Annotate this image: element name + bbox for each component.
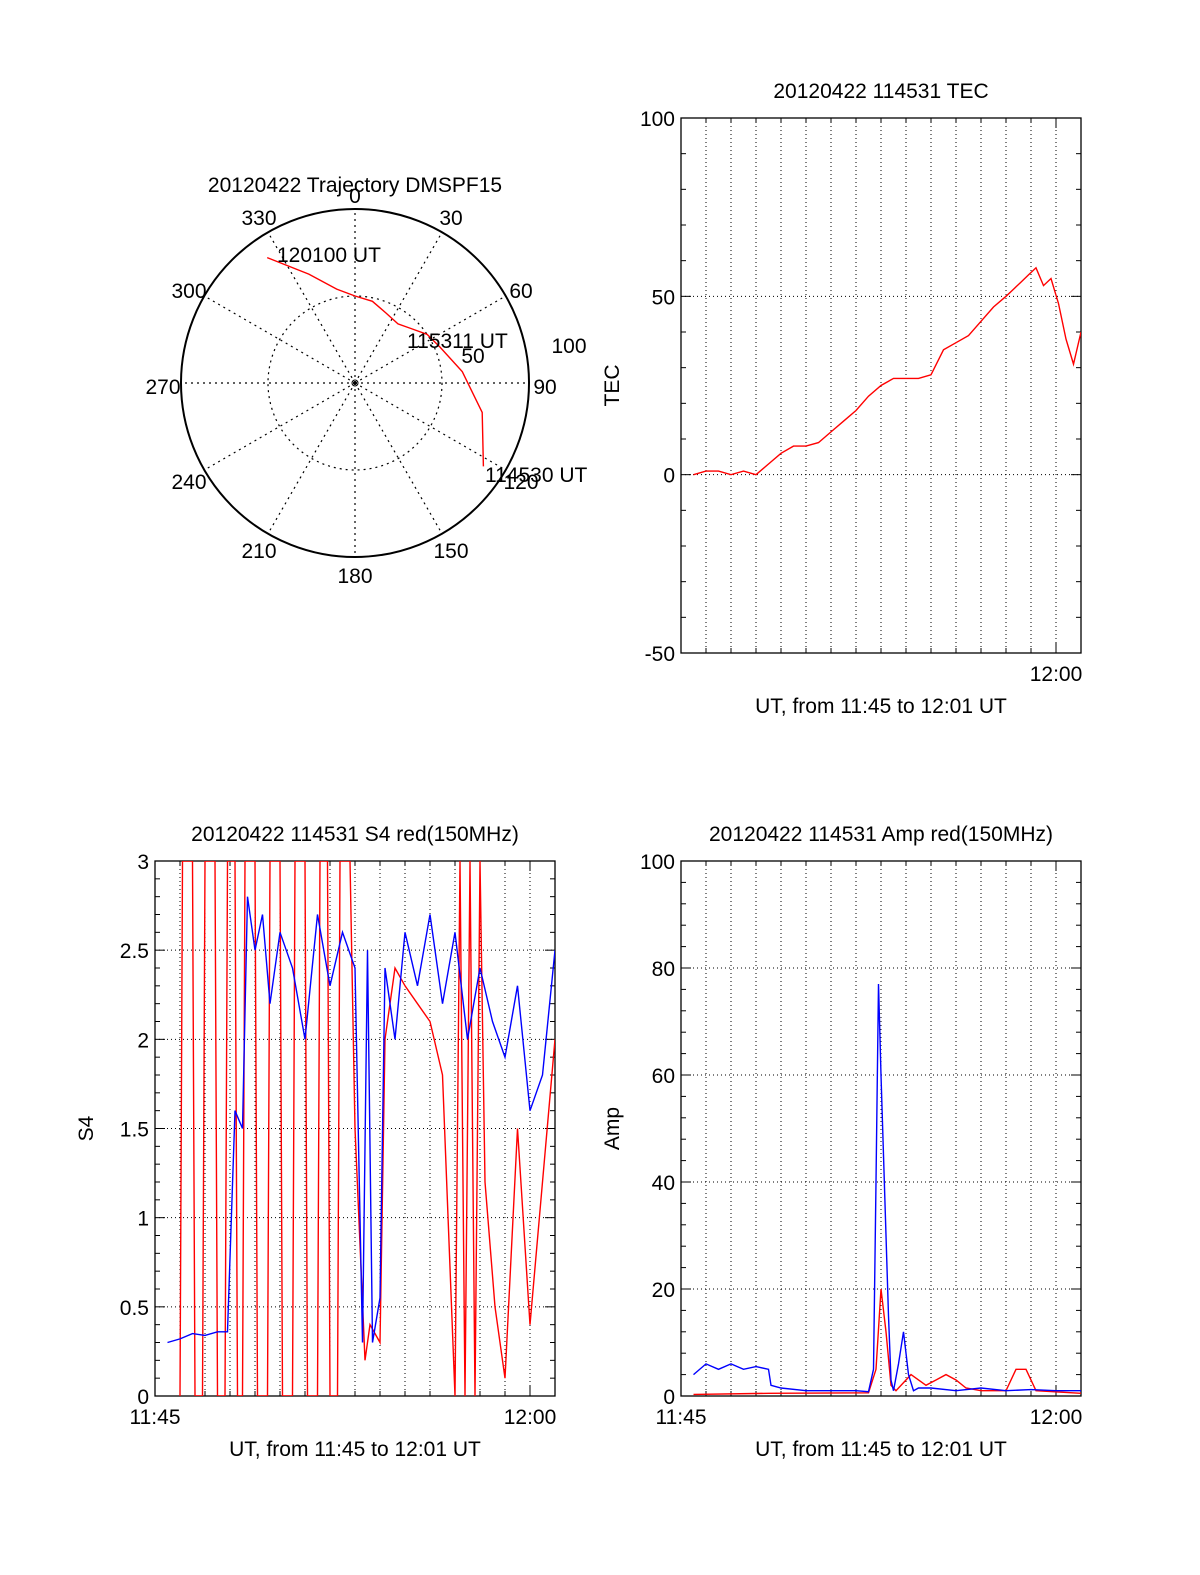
trajectory-angle-label: 30	[439, 207, 462, 230]
trajectory-spoke	[354, 295, 506, 384]
amp-ytick-label: 0	[663, 1386, 675, 1409]
amp-xtick-label: 11:45	[656, 1406, 707, 1429]
trajectory-angle-label: 270	[145, 376, 180, 399]
amp-ytick-label: 40	[652, 1172, 675, 1195]
trajectory-angle-label: 210	[241, 540, 276, 563]
s4-series-blue-line	[167, 896, 555, 1344]
tec-ylabel: TEC	[601, 365, 624, 407]
trajectory-spoke	[354, 382, 506, 471]
tec-xlabel: UT, from 11:45 to 12:01 UT	[755, 695, 1007, 718]
s4-xtick-label: 12:00	[504, 1406, 557, 1429]
s4-ytick-label: 3	[137, 851, 149, 874]
trajectory-spoke	[354, 232, 443, 384]
trajectory-ring-outer	[180, 208, 530, 558]
trajectory-angle-label: 180	[337, 565, 372, 588]
trajectory-radial-label: 50	[461, 345, 484, 368]
trajectory-angle-label: 90	[533, 376, 556, 399]
trajectory-angle-label: 300	[171, 280, 206, 303]
trajectory-track-label: 120100 UT	[277, 244, 381, 267]
amp-ytick-label: 60	[652, 1065, 675, 1088]
tec-series-red-line	[693, 266, 1081, 476]
amp-series-red-line	[693, 1288, 1081, 1396]
s4-xtick-label: 11:45	[130, 1406, 181, 1429]
trajectory-angle-label: 120	[503, 471, 538, 494]
trajectory-spoke	[354, 382, 443, 534]
trajectory-angle-label: 150	[433, 540, 468, 563]
trajectory-spoke	[204, 295, 356, 384]
tec-chart: -50 0 50 100 12:00 20120422 114531 TEC UT, fro…	[601, 80, 1082, 718]
trajectory-center	[351, 379, 359, 387]
amp-ytick-label: 80	[652, 958, 675, 981]
tec-ytick-label: 0	[663, 465, 675, 488]
s4-ytick-label: 2.5	[120, 940, 149, 963]
trajectory-title: 20120422 Trajectory DMSPF15	[208, 174, 502, 197]
amp-xtick-label: 12:00	[1030, 1406, 1083, 1429]
trajectory-spoke	[267, 382, 356, 534]
trajectory-track-label: 115311 UT	[407, 330, 508, 353]
amp-title: 20120422 114531 Amp red(150MHz)	[709, 823, 1053, 846]
tec-title: 20120422 114531 TEC	[773, 80, 988, 103]
s4-ytick-label: 0	[137, 1386, 149, 1409]
s4-ytick-label: 0.5	[120, 1297, 149, 1320]
s4-ytick-label: 2	[137, 1029, 149, 1052]
s4-chart: 0 0.5 1 1.5 2 2.5 3 11:45 12:00 20120422 114531 S…	[75, 823, 556, 1461]
tec-ytick-label: -50	[645, 643, 675, 666]
trajectory-angle-label: 240	[171, 471, 206, 494]
trajectory-spoke	[204, 382, 356, 471]
trajectory-radial-label: 100	[551, 335, 586, 358]
trajectory-angle-label: 60	[509, 280, 532, 303]
tec-xtick-label: 12:00	[1030, 663, 1083, 686]
s4-ytick-label: 1.5	[120, 1119, 149, 1142]
amp-ytick-label: 20	[652, 1279, 675, 1302]
s4-series-red-line	[179, 861, 555, 1396]
s4-xlabel: UT, from 11:45 to 12:01 UT	[229, 1438, 481, 1461]
trajectory-trajectory-line	[266, 256, 485, 467]
trajectory-track-label: 114530 UT	[485, 464, 588, 487]
amp-xlabel: UT, from 11:45 to 12:01 UT	[755, 1438, 1007, 1461]
s4-ytick-label: 1	[137, 1208, 149, 1231]
trajectory-chart: 0 30 60 90 120 150 180 210 240 270 300 330 50 100 1201…	[145, 174, 587, 588]
amp-ytick-label: 100	[640, 851, 675, 874]
s4-title: 20120422 114531 S4 red(150MHz)	[191, 823, 519, 846]
trajectory-angle-label: 0	[349, 185, 361, 208]
s4-ylabel: S4	[75, 1115, 98, 1141]
trajectory-angle-label: 330	[241, 207, 276, 230]
tec-ytick-label: 50	[652, 286, 675, 309]
amp-chart: 0 20 40 60 80 100 11:45 12:00 20120422 114531 Am…	[601, 823, 1082, 1461]
amp-series-blue-line	[693, 983, 1081, 1393]
trajectory-spoke	[267, 232, 356, 384]
amp-ylabel: Amp	[601, 1107, 624, 1150]
tec-ytick-label: 100	[640, 108, 675, 131]
